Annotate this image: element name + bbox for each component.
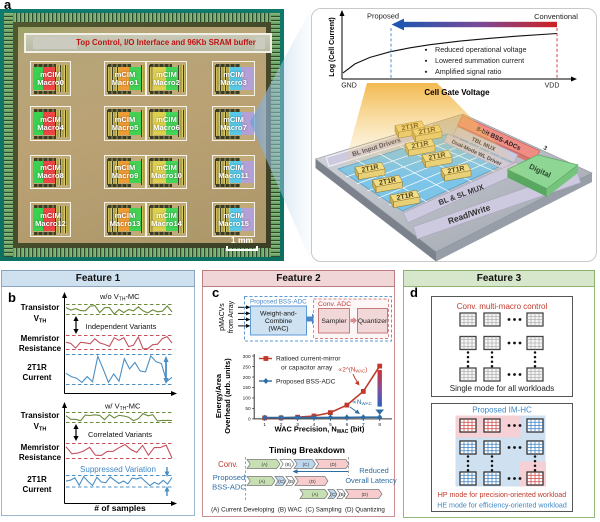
svg-text:2T1R: 2T1R xyxy=(27,363,47,372)
svg-text:7: 7 xyxy=(362,422,365,428)
svg-text:Log (Cell Current): Log (Cell Current) xyxy=(329,17,336,77)
svg-text:200: 200 xyxy=(243,375,251,381)
svg-text:∝NWAC: ∝NWAC xyxy=(352,399,373,406)
svg-text:2: 2 xyxy=(280,422,283,428)
svg-text:Combine: Combine xyxy=(265,318,292,325)
svg-text:Resistance: Resistance xyxy=(19,453,62,462)
svg-text:8: 8 xyxy=(378,422,381,428)
svg-text:0: 0 xyxy=(248,417,251,423)
svg-text:(A): (A) xyxy=(312,492,319,497)
svg-text:Memristor: Memristor xyxy=(21,334,60,343)
svg-text:HE mode for efficiency-oriente: HE mode for efficiency-oriented workload xyxy=(437,502,567,510)
svg-text:Proposed IM-HC: Proposed IM-HC xyxy=(472,406,532,415)
svg-text:d: d xyxy=(410,285,418,300)
svg-text:Proposed BSS-ADC: Proposed BSS-ADC xyxy=(276,378,336,385)
svg-text:VTH: VTH xyxy=(34,422,47,433)
svg-text:(C): (C) xyxy=(303,462,310,467)
svg-text:2T1R: 2T1R xyxy=(379,177,397,187)
svg-text:(A): (A) xyxy=(261,462,268,467)
svg-text:(D): (D) xyxy=(330,462,337,467)
svg-text:150: 150 xyxy=(243,385,251,391)
svg-text:pMACVs: pMACVs xyxy=(219,303,226,331)
svg-text:Memristor: Memristor xyxy=(21,443,60,452)
svg-text:(A): (A) xyxy=(259,479,266,484)
svg-text:Timing Breakdown: Timing Breakdown xyxy=(269,445,345,455)
svg-text:2T1R: 2T1R xyxy=(396,192,414,202)
svg-text:(WAC): (WAC) xyxy=(268,326,288,333)
svg-text:Transistor: Transistor xyxy=(21,303,60,312)
svg-text:w/ VTH-MC: w/ VTH-MC xyxy=(104,402,141,413)
svg-text:3: 3 xyxy=(542,145,548,152)
svg-text:Suppressed Variation: Suppressed Variation xyxy=(80,465,156,474)
svg-text:Weight-and-: Weight-and- xyxy=(260,311,297,318)
svg-text:Reduced: Reduced xyxy=(359,466,389,475)
svg-text:300: 300 xyxy=(243,354,251,360)
svg-text:GND: GND xyxy=(341,83,357,90)
svg-text:100: 100 xyxy=(243,396,251,402)
svg-text:(D): (D) xyxy=(362,492,369,497)
svg-text:Conv. ADC: Conv. ADC xyxy=(318,301,351,308)
svg-text:Conventional: Conventional xyxy=(534,12,578,21)
svg-text:(B): (B) xyxy=(339,492,346,497)
svg-text:Lowered summation current: Lowered summation current xyxy=(435,56,524,65)
svg-text:Transistor: Transistor xyxy=(21,411,60,420)
svg-text:# of samples: # of samples xyxy=(94,503,146,513)
svg-text:w/o VTH-MC: w/o VTH-MC xyxy=(99,292,140,303)
svg-text:(B): (B) xyxy=(285,462,292,467)
svg-text:250: 250 xyxy=(243,364,251,370)
svg-text:or capacitor array: or capacitor array xyxy=(281,364,333,371)
svg-text:Independent Variants: Independent Variants xyxy=(86,322,157,331)
svg-text:Amplified signal ratio: Amplified signal ratio xyxy=(435,67,501,76)
svg-text:∝2^(NWAC): ∝2^(NWAC) xyxy=(338,367,367,374)
svg-text:Proposed BSS-ADC: Proposed BSS-ADC xyxy=(250,299,307,306)
svg-text:2T1R: 2T1R xyxy=(27,475,47,484)
svg-text:1: 1 xyxy=(263,422,266,428)
svg-text:VTH: VTH xyxy=(34,314,47,325)
svg-text:6: 6 xyxy=(346,422,349,428)
svg-text:Conv.: Conv. xyxy=(218,460,238,469)
svg-text:from Array: from Array xyxy=(228,300,235,333)
svg-text:Overall Latency: Overall Latency xyxy=(345,476,397,485)
svg-text:Proposed: Proposed xyxy=(213,473,246,482)
svg-text:BSS-ADC: BSS-ADC xyxy=(212,483,246,492)
svg-text:(A) Current Developing (B) WA: (A) Current Developing (B) WAC (C) Sampl… xyxy=(211,507,385,514)
svg-text:Proposed: Proposed xyxy=(367,12,399,21)
svg-text:Ratioed current-mirror: Ratioed current-mirror xyxy=(276,356,341,363)
svg-text:(C): (C) xyxy=(330,492,337,497)
svg-text:(D): (D) xyxy=(309,479,316,484)
svg-text:(B): (B) xyxy=(288,479,295,484)
svg-text:Current: Current xyxy=(23,373,52,382)
svg-text:Correlated Variants: Correlated Variants xyxy=(88,430,152,439)
svg-text:Cell Gate Voltage: Cell Gate Voltage xyxy=(424,88,490,97)
svg-text:Resistance: Resistance xyxy=(19,344,62,353)
svg-text:Sampler: Sampler xyxy=(321,318,347,325)
svg-text:c: c xyxy=(212,285,219,300)
svg-text:b: b xyxy=(8,290,16,305)
svg-text:WAC Precision, NWAC (bit): WAC Precision, NWAC (bit) xyxy=(275,425,365,435)
svg-text:Quantizer: Quantizer xyxy=(358,318,388,325)
svg-text:50: 50 xyxy=(245,406,251,412)
svg-text:4: 4 xyxy=(313,422,316,428)
svg-text:HP mode for precision-oriented: HP mode for precision-oriented workload xyxy=(438,491,566,499)
svg-text:5: 5 xyxy=(329,422,332,428)
svg-text:Reduced operational voltage: Reduced operational voltage xyxy=(435,45,527,54)
svg-text:Conv. multi-macro control: Conv. multi-macro control xyxy=(457,302,548,311)
svg-text:Single mode for all workloads: Single mode for all workloads xyxy=(450,384,555,393)
svg-text:VDD: VDD xyxy=(545,83,560,90)
svg-text:Current: Current xyxy=(23,485,52,494)
svg-text:Energy/Area: Energy/Area xyxy=(214,373,223,418)
svg-text:(C): (C) xyxy=(278,479,285,484)
svg-text:Overhead (arb. units): Overhead (arb. units) xyxy=(223,358,232,434)
svg-text:3: 3 xyxy=(296,422,299,428)
